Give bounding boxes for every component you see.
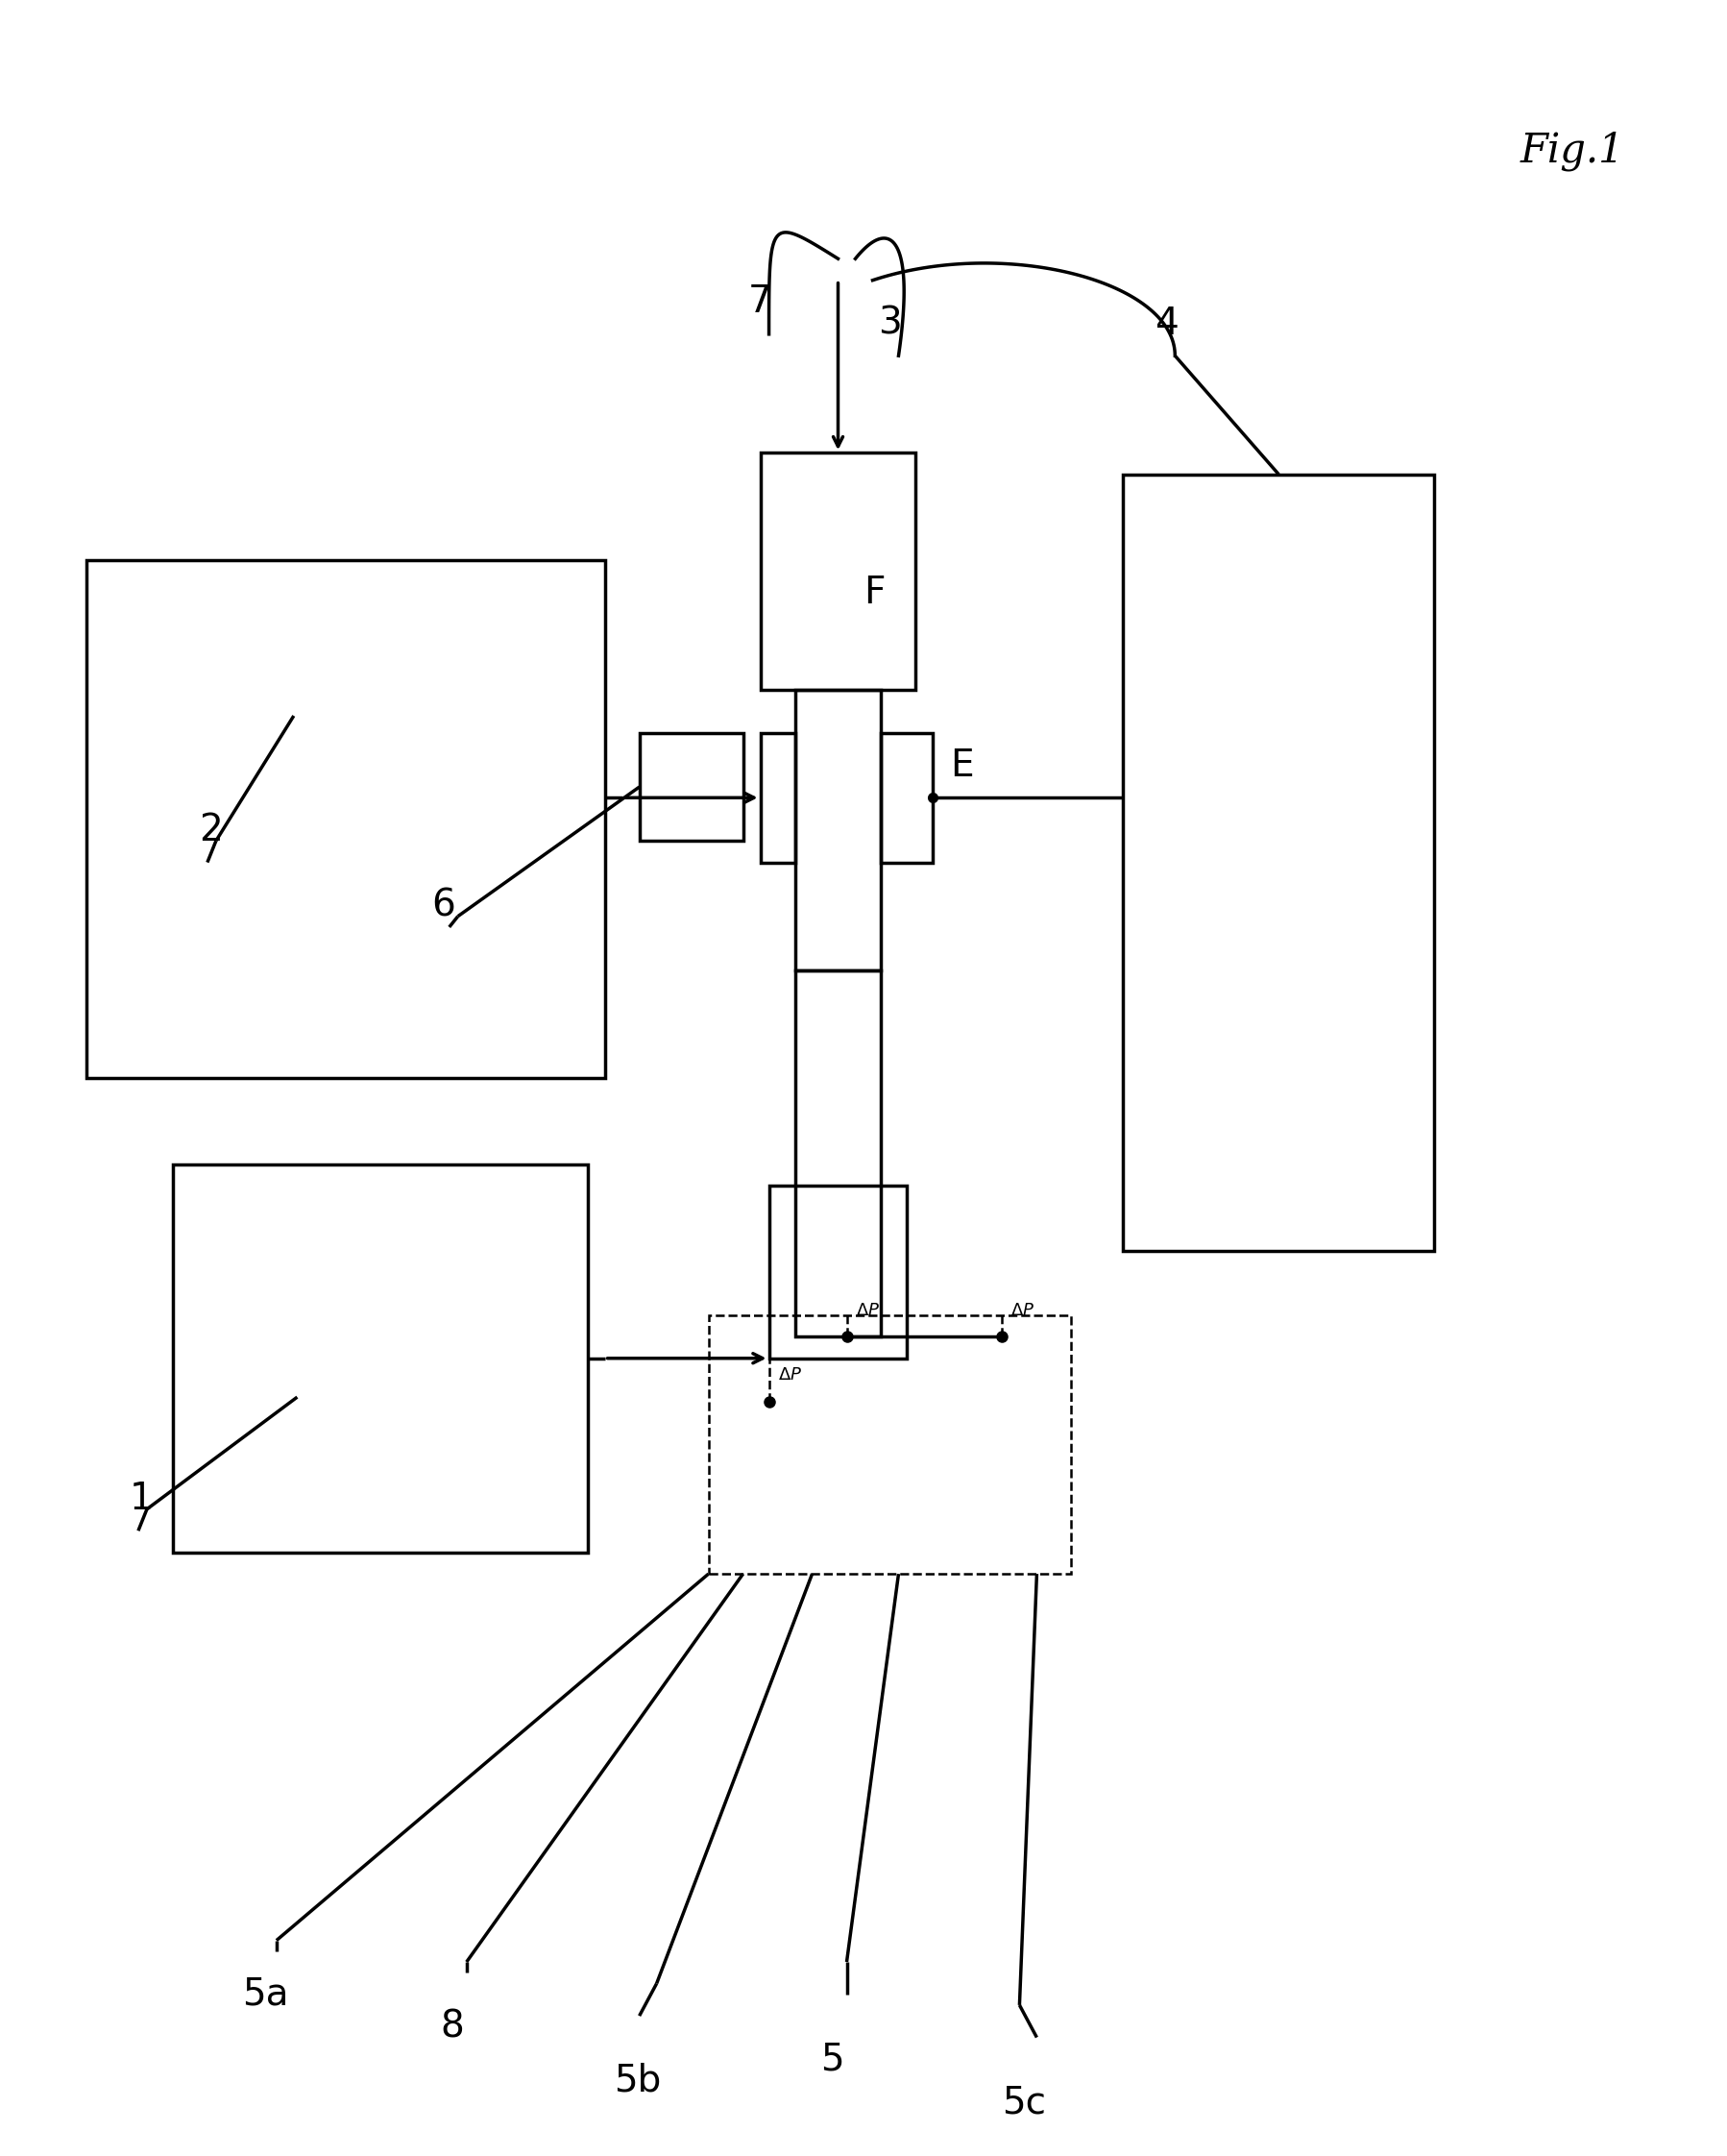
Text: 5b: 5b [613, 2063, 660, 2100]
Bar [760, 733, 794, 862]
Bar [769, 1186, 907, 1358]
Bar [881, 733, 933, 862]
Bar [760, 453, 915, 690]
Bar [794, 970, 881, 1337]
Text: 7: 7 [748, 285, 772, 321]
Text: Fig.1: Fig.1 [1520, 132, 1623, 170]
Text: F: F [864, 576, 886, 612]
Bar [173, 1164, 587, 1552]
Bar [708, 1315, 1071, 1574]
Text: 1: 1 [130, 1481, 154, 1518]
Text: 3: 3 [877, 306, 901, 343]
Text: 6: 6 [432, 888, 456, 925]
Bar [1123, 474, 1433, 1250]
Text: 2: 2 [199, 813, 223, 849]
Text: 5: 5 [820, 2042, 845, 2078]
Bar [86, 561, 604, 1078]
Text: 5c: 5c [1002, 2085, 1047, 2122]
Text: $\Delta P$: $\Delta P$ [855, 1302, 879, 1319]
Text: $\Delta P$: $\Delta P$ [777, 1367, 801, 1384]
Bar [794, 690, 881, 970]
Text: E: E [950, 748, 974, 785]
Text: 4: 4 [1154, 306, 1178, 343]
Text: $\Delta P$: $\Delta P$ [1010, 1302, 1034, 1319]
Text: 8: 8 [440, 2009, 465, 2046]
Text: 5a: 5a [242, 1977, 288, 2014]
Bar [639, 733, 743, 841]
